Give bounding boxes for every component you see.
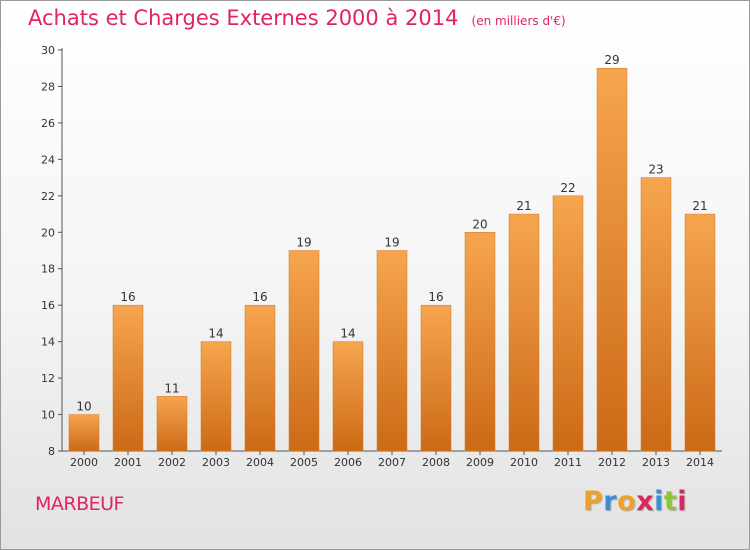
- logo-letter: r: [603, 486, 618, 517]
- logo-letter: P: [583, 486, 604, 517]
- y-tick-label: 14: [41, 336, 55, 349]
- y-tick-label: 24: [41, 153, 55, 166]
- data-label: 19: [384, 236, 399, 250]
- y-tick-label: 28: [41, 80, 55, 93]
- bar: [332, 341, 364, 452]
- bar: [552, 195, 584, 452]
- bar: [200, 341, 232, 452]
- logo-letter: i: [677, 486, 688, 517]
- data-label: 16: [428, 290, 443, 304]
- x-tick-label: 2000: [70, 456, 98, 469]
- y-tick-label: 22: [41, 190, 55, 203]
- x-tick-label: 2002: [158, 456, 186, 469]
- chart-title: Achats et Charges Externes 2000 à 2014 (…: [28, 6, 566, 30]
- bar: [640, 177, 672, 452]
- y-tick-label: 8: [48, 445, 55, 458]
- x-tick-label: 2008: [422, 456, 450, 469]
- bar: [508, 213, 540, 452]
- y-tick-label: 26: [41, 117, 55, 130]
- chart-title-text: Achats et Charges Externes 2000 à 2014: [28, 6, 459, 30]
- y-tick-label: 20: [41, 226, 55, 239]
- proxiti-logo: Proxiti: [583, 486, 687, 517]
- x-tick-label: 2012: [598, 456, 626, 469]
- bar: [464, 232, 496, 452]
- x-tick-label: 2005: [290, 456, 318, 469]
- bar: [68, 414, 100, 452]
- y-tick-label: 30: [41, 44, 55, 57]
- city-name: MARBEUF: [35, 493, 124, 515]
- bar: [288, 250, 320, 452]
- logo-letter: i: [654, 486, 664, 517]
- x-tick-label: 2009: [466, 456, 494, 469]
- x-tick-label: 2001: [114, 456, 142, 469]
- x-tick-label: 2011: [554, 456, 582, 469]
- data-label: 10: [76, 400, 91, 414]
- data-label: 23: [648, 163, 663, 177]
- x-tick-label: 2010: [510, 456, 538, 469]
- data-label: 11: [164, 381, 179, 395]
- y-tick-label: 12: [41, 372, 55, 385]
- bar: [420, 304, 452, 452]
- logo-letter: o: [617, 486, 637, 517]
- logo-letter: x: [636, 486, 655, 517]
- data-label: 22: [560, 181, 575, 195]
- y-tick-label: 18: [41, 263, 55, 276]
- data-label: 19: [296, 236, 311, 250]
- bars: [68, 67, 716, 452]
- y-tick-label: 16: [41, 299, 55, 312]
- labels: 2000 10 2001 16 2002 11 2003 14 2004 16 2005 19 2006…: [70, 53, 714, 469]
- data-label: 29: [604, 53, 619, 67]
- bar: [156, 396, 188, 452]
- data-label: 21: [692, 199, 707, 213]
- x-tick-label: 2003: [202, 456, 230, 469]
- x-tick-label: 2004: [246, 456, 274, 469]
- chart-unit-text: (en milliers d'€): [471, 14, 566, 28]
- x-tick-label: 2006: [334, 456, 362, 469]
- data-label: 16: [120, 290, 135, 304]
- x-tick-label: 2007: [378, 456, 406, 469]
- bar: [112, 304, 144, 452]
- data-label: 16: [252, 290, 267, 304]
- y-tick-label: 10: [41, 409, 55, 422]
- bar: [244, 304, 276, 452]
- data-label: 14: [340, 327, 355, 341]
- bar: [596, 67, 628, 452]
- data-label: 21: [516, 199, 531, 213]
- logo-letter: t: [663, 486, 678, 517]
- bar: [684, 213, 716, 452]
- data-label: 20: [472, 217, 487, 231]
- data-label: 14: [208, 327, 223, 341]
- bar: [376, 250, 408, 452]
- x-tick-label: 2014: [686, 456, 714, 469]
- x-tick-label: 2013: [642, 456, 670, 469]
